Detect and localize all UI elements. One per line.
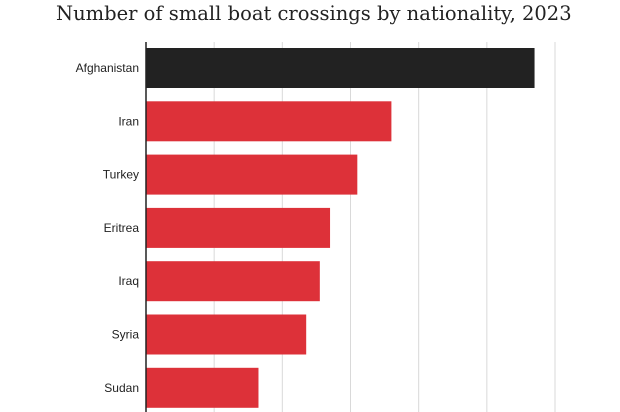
category-label: Afghanistan: [76, 61, 139, 75]
category-label: Iran: [118, 114, 139, 128]
bar-iran: [146, 101, 392, 142]
category-label: Iraq: [118, 274, 139, 288]
bar-afghanistan: [146, 48, 535, 88]
chart-title: Number of small boat crossings by nation…: [56, 2, 572, 25]
bar-turkey: [146, 154, 358, 195]
category-labels: Afghanistan Iran Turkey Eritrea Iraq Syria Sud…: [76, 61, 140, 395]
bar-iraq: [146, 261, 320, 302]
category-label: Sudan: [104, 381, 139, 395]
category-label: Eritrea: [104, 221, 140, 235]
bars: [146, 48, 535, 408]
bar-sudan: [146, 367, 259, 408]
bar-eritrea: [146, 207, 331, 248]
bar-syria: [146, 314, 307, 355]
category-label: Syria: [112, 328, 140, 342]
category-label: Turkey: [103, 168, 139, 182]
